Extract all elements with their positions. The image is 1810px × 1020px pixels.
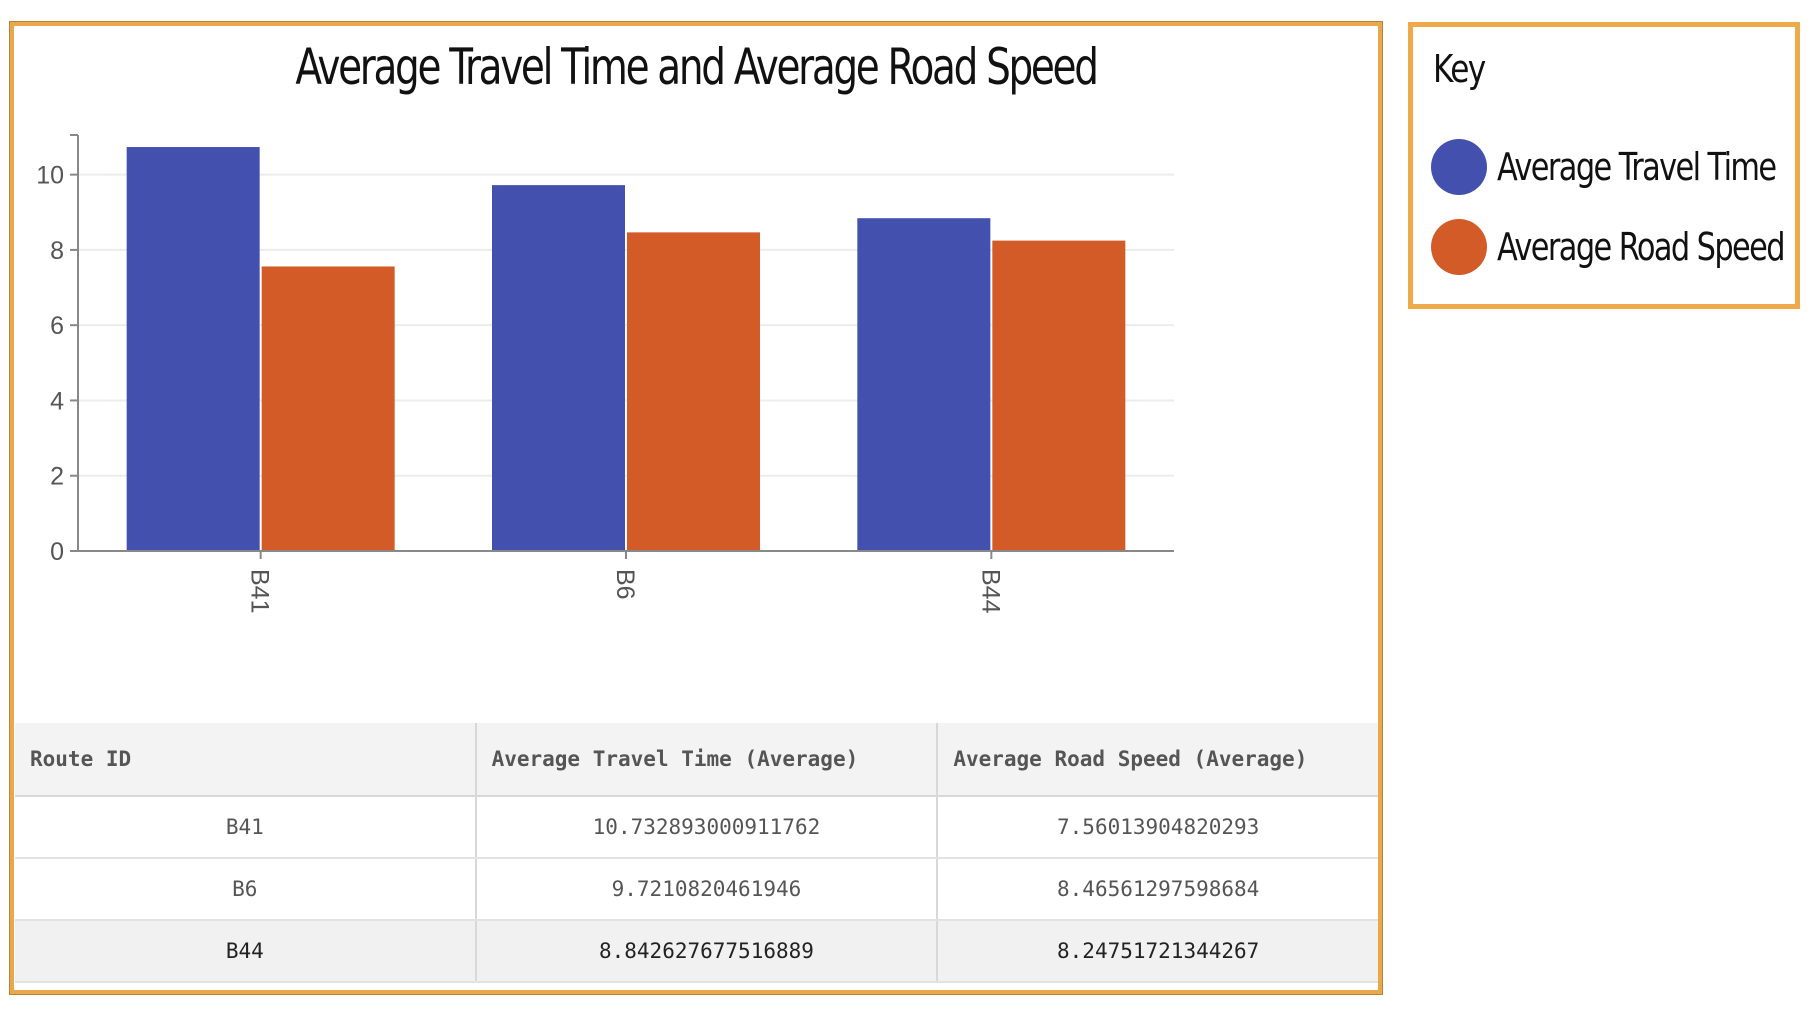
y-tick-label: 8 bbox=[50, 237, 64, 265]
column-header-avg-travel-time[interactable]: Average Travel Time (Average) bbox=[475, 723, 939, 797]
cell-avg-travel-time: 8.842627677516889 bbox=[475, 920, 939, 983]
table-row[interactable]: B6 9.7210820461946 8.46561297598684 bbox=[15, 858, 1378, 921]
table-header-row: Route ID Average Travel Time (Average) A… bbox=[15, 723, 1378, 797]
bars bbox=[126, 147, 1126, 552]
chart-title: Average Travel Time and Average Road Spe… bbox=[295, 38, 1099, 96]
x-tick-label: B41 bbox=[246, 569, 274, 613]
cell-avg-road-speed: 7.56013904820293 bbox=[937, 796, 1378, 859]
bar-road-speed-b44[interactable] bbox=[992, 240, 1126, 551]
legend-panel: Key Average Travel Time Average Road Spe… bbox=[1408, 22, 1800, 309]
y-tick-label: 0 bbox=[50, 538, 64, 566]
cell-avg-travel-time: 9.7210820461946 bbox=[475, 858, 939, 921]
legend-title: Key bbox=[1433, 47, 1486, 91]
cell-route-id: B41 bbox=[15, 796, 477, 859]
y-tick-label: 4 bbox=[50, 387, 64, 415]
bar-road-speed-b6[interactable] bbox=[627, 232, 760, 551]
y-tick-label: 6 bbox=[50, 312, 64, 340]
bar-travel-time-b6[interactable] bbox=[492, 185, 625, 551]
table-row[interactable]: B44 8.842627677516889 8.24751721344267 bbox=[15, 920, 1378, 983]
cell-avg-road-speed: 8.24751721344267 bbox=[937, 920, 1378, 983]
legend-item-road-speed[interactable]: Average Road Speed bbox=[1431, 217, 1810, 277]
bar-road-speed-b41[interactable] bbox=[261, 266, 395, 551]
legend-item-travel-time[interactable]: Average Travel Time bbox=[1431, 137, 1810, 197]
legend-label: Average Travel Time bbox=[1497, 145, 1777, 189]
cell-avg-travel-time: 10.732893000911762 bbox=[475, 796, 939, 859]
axes bbox=[70, 134, 1174, 559]
legend-swatch-travel-time bbox=[1431, 139, 1487, 195]
x-tick-label: B6 bbox=[611, 569, 639, 600]
column-header-avg-road-speed[interactable]: Average Road Speed (Average) bbox=[937, 723, 1378, 797]
cell-avg-road-speed: 8.46561297598684 bbox=[937, 858, 1378, 921]
tick-labels: 0 2 4 6 8 10 B41 B6 B44 bbox=[36, 162, 1004, 614]
data-table: Route ID Average Travel Time (Average) A… bbox=[15, 723, 1378, 983]
cell-route-id: B44 bbox=[15, 920, 477, 983]
column-header-route-id[interactable]: Route ID bbox=[15, 723, 477, 797]
gridlines bbox=[78, 173, 1174, 477]
bar-chart: 0 2 4 6 8 10 B41 B6 B44 bbox=[36, 134, 1174, 614]
bar-travel-time-b44[interactable] bbox=[857, 218, 991, 551]
cell-route-id: B6 bbox=[15, 858, 477, 921]
y-tick-label: 10 bbox=[36, 162, 64, 190]
x-tick-label: B44 bbox=[976, 569, 1004, 614]
bar-travel-time-b41[interactable] bbox=[126, 147, 260, 552]
table-row[interactable]: B41 10.732893000911762 7.56013904820293 bbox=[15, 796, 1378, 859]
legend-swatch-road-speed bbox=[1431, 219, 1487, 275]
legend-label: Average Road Speed bbox=[1497, 225, 1786, 269]
y-tick-label: 2 bbox=[50, 463, 64, 491]
